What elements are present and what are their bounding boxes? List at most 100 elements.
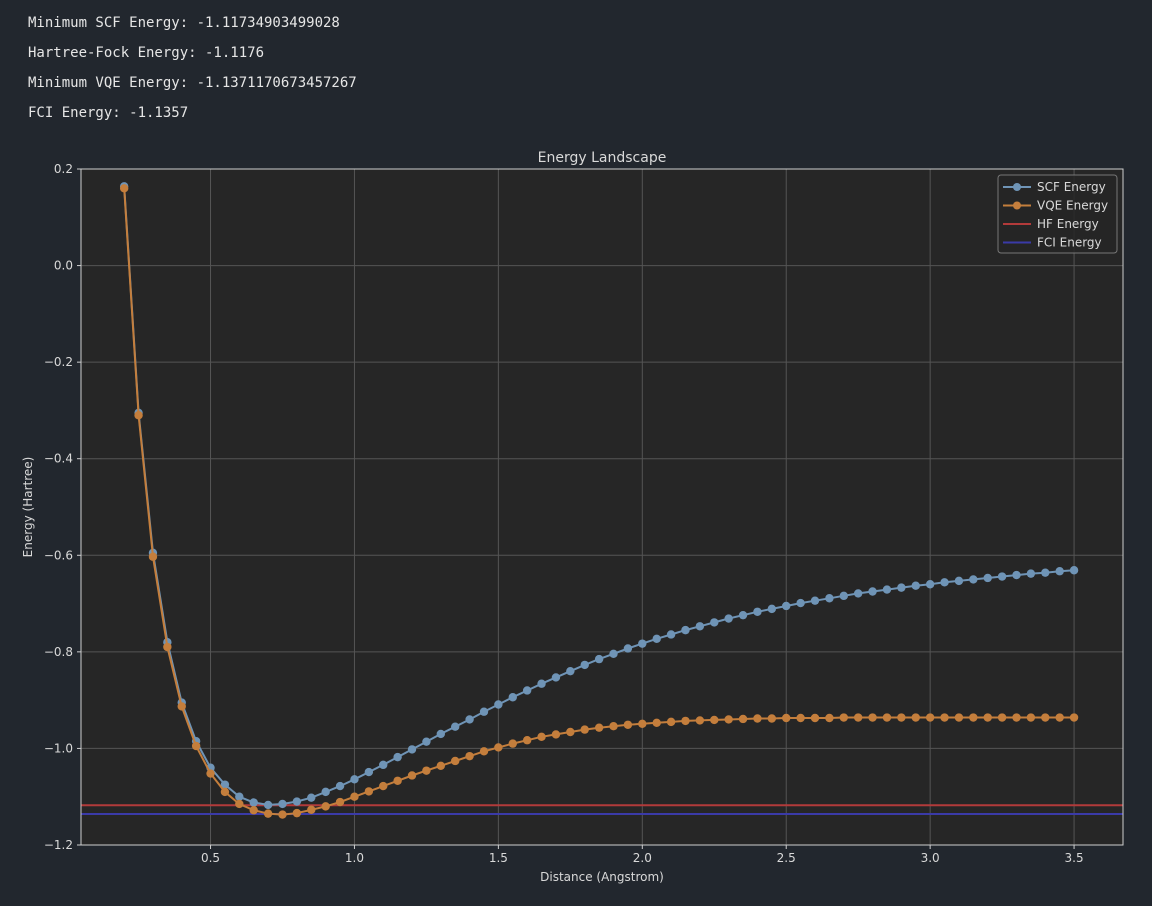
vqe-energy-point bbox=[1026, 713, 1036, 722]
scf-energy-point bbox=[666, 630, 676, 639]
vqe-energy-point bbox=[997, 713, 1007, 722]
vqe-energy-point bbox=[191, 741, 201, 751]
min-scf-energy-line: Minimum SCF Energy: -1.11734903499028 bbox=[28, 15, 340, 31]
vqe-energy-point bbox=[810, 713, 820, 723]
legend-box bbox=[997, 174, 1118, 254]
y-tick-label: −0.8 bbox=[44, 645, 73, 659]
vqe-energy-point bbox=[263, 809, 273, 818]
scf-energy-point bbox=[1055, 567, 1064, 576]
vqe-energy-point bbox=[307, 805, 316, 814]
scf-energy-point bbox=[782, 601, 791, 611]
x-tick-label: 2.5 bbox=[777, 851, 796, 865]
scf-energy-point bbox=[954, 576, 964, 586]
scf-energy-point bbox=[566, 666, 575, 676]
scf-energy-point bbox=[263, 800, 273, 810]
vqe-energy-point bbox=[422, 766, 431, 775]
vqe-energy-point bbox=[163, 642, 172, 652]
vqe-energy-point bbox=[796, 713, 805, 723]
scf-energy-point bbox=[868, 587, 877, 596]
vqe-energy-point bbox=[853, 713, 863, 722]
scf-energy-point bbox=[825, 594, 834, 603]
vqe-energy-point bbox=[494, 743, 503, 752]
scf-energy-point bbox=[911, 581, 920, 590]
scf-energy-point bbox=[235, 792, 244, 801]
scf-energy-point bbox=[450, 722, 460, 731]
scf-energy-point bbox=[422, 737, 431, 746]
vqe-energy-point bbox=[119, 184, 129, 193]
vqe-energy-point bbox=[623, 720, 633, 729]
vqe-energy-point bbox=[868, 713, 877, 722]
vqe-energy-point bbox=[825, 713, 834, 723]
vqe-energy-point bbox=[465, 751, 474, 761]
scf-energy-point bbox=[278, 799, 287, 809]
y-tick-label: 0.0 bbox=[54, 259, 73, 273]
vqe-energy-point bbox=[206, 769, 215, 778]
console-output: Minimum SCF Energy: -1.11734903499028 Ha… bbox=[28, 11, 357, 131]
vqe-energy-point bbox=[940, 713, 949, 722]
scf-energy-point bbox=[508, 693, 517, 702]
x-tick-label: 0.5 bbox=[201, 851, 220, 865]
scf-energy-point bbox=[681, 625, 690, 635]
vqe-energy-point bbox=[753, 714, 762, 723]
vqe-energy-point bbox=[407, 771, 417, 780]
y-axis-label: Energy (Hartree) bbox=[21, 457, 35, 558]
x-tick-label: 1.0 bbox=[345, 851, 364, 865]
legend-vqe-energy-label: VQE Energy bbox=[1037, 199, 1108, 213]
x-tick-label: 3.5 bbox=[1065, 851, 1084, 865]
vqe-energy-point bbox=[134, 411, 143, 420]
scf-energy-point bbox=[1012, 570, 1021, 580]
scf-energy-point bbox=[609, 649, 618, 658]
vqe-energy-point bbox=[177, 702, 186, 711]
scf-energy-point bbox=[638, 639, 647, 648]
vqe-energy-point bbox=[767, 714, 777, 723]
scf-energy-point bbox=[796, 598, 805, 608]
scf-energy-point bbox=[1026, 569, 1036, 578]
vqe-energy-point bbox=[925, 713, 935, 722]
series bbox=[119, 182, 1079, 819]
scf-energy-point bbox=[753, 607, 762, 616]
vqe-energy-point bbox=[508, 739, 517, 748]
legend-vqe-energy-marker bbox=[1013, 201, 1021, 210]
legend-fci-energy-label: FCI Energy bbox=[1037, 236, 1102, 250]
hartree-fock-energy-line: Hartree-Fock Energy: -1.1176 bbox=[28, 45, 265, 61]
scf-energy-point bbox=[925, 580, 935, 589]
plot-area bbox=[81, 169, 1123, 845]
scf-energy-point bbox=[479, 707, 489, 716]
scf-energy-point bbox=[983, 573, 992, 583]
y-tick-label: −0.4 bbox=[44, 452, 73, 466]
scf-energy-point bbox=[1069, 566, 1079, 575]
vqe-energy-point bbox=[681, 716, 690, 726]
vqe-energy-point bbox=[220, 787, 230, 797]
scf-energy-point bbox=[997, 572, 1007, 581]
vqe-energy-point bbox=[738, 714, 748, 724]
scf-energy-point bbox=[594, 654, 604, 664]
vqe-energy-point bbox=[321, 802, 330, 811]
scf-energy-point bbox=[897, 583, 906, 592]
vqe-energy-point bbox=[1069, 713, 1079, 722]
vqe-energy-point bbox=[278, 810, 287, 819]
scf-energy-point bbox=[940, 578, 949, 587]
x-axis-label: Distance (Angstrom) bbox=[540, 870, 664, 884]
vqe-energy-point bbox=[235, 799, 244, 809]
y-tick-label: −1.0 bbox=[44, 741, 73, 755]
vqe-energy-point bbox=[551, 730, 561, 739]
vqe-energy-point bbox=[1055, 713, 1064, 722]
vqe-energy-point bbox=[983, 713, 992, 722]
vqe-energy-point bbox=[292, 808, 302, 818]
vqe-energy-point bbox=[652, 718, 661, 728]
vqe-energy-point bbox=[666, 717, 676, 727]
scf-energy-point bbox=[494, 700, 503, 709]
vqe-energy-point bbox=[350, 792, 359, 801]
vqe-energy-point bbox=[1041, 713, 1050, 722]
vqe-energy-point bbox=[450, 756, 460, 766]
vqe-energy-point bbox=[580, 725, 589, 734]
vqe-energy-point bbox=[393, 776, 402, 785]
legend: SCF Energy VQE Energy HF Energy FCI Energy bbox=[997, 174, 1118, 254]
legend-scf-energy-label: SCF Energy bbox=[1037, 180, 1106, 194]
vqe-energy-point bbox=[148, 552, 158, 561]
x-tick-label: 2.0 bbox=[633, 851, 652, 865]
scf-energy-point bbox=[853, 589, 863, 598]
chart-title: Energy Landscape bbox=[538, 150, 667, 166]
scf-energy-point bbox=[522, 686, 532, 695]
